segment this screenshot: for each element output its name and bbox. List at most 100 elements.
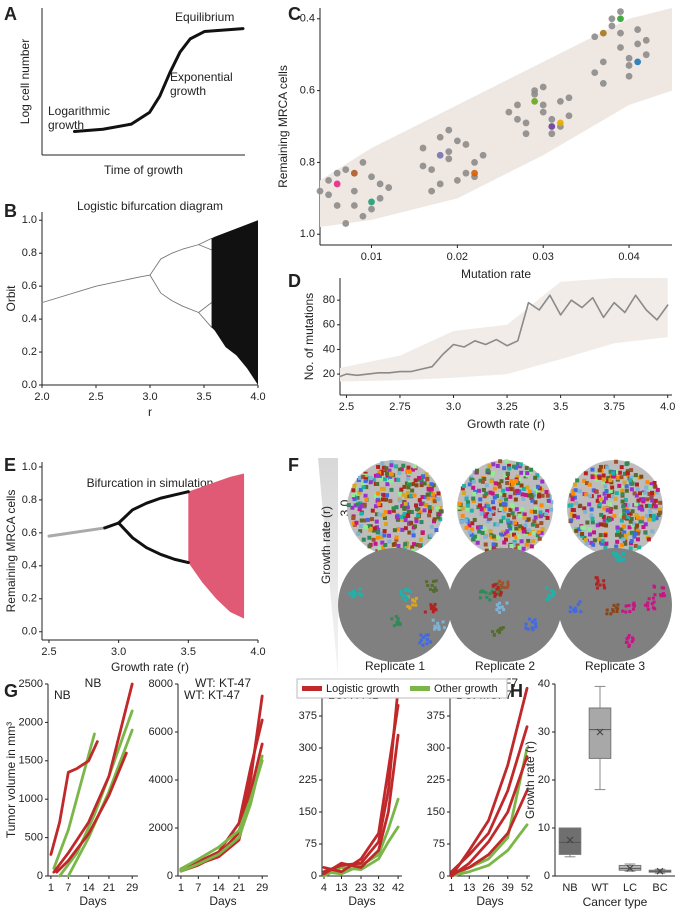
speckle <box>406 588 410 592</box>
speckle <box>646 604 650 608</box>
speckle <box>477 503 482 508</box>
speckle <box>569 605 573 609</box>
line <box>72 27 245 133</box>
speckle <box>647 491 652 496</box>
speckle <box>433 586 437 590</box>
speckle <box>613 505 618 510</box>
y-tick-label: 20 <box>323 368 335 380</box>
speckle <box>656 512 661 517</box>
speckle <box>597 475 602 480</box>
line <box>179 759 264 871</box>
speckle <box>582 478 587 483</box>
speckle <box>493 542 498 547</box>
speckle <box>376 491 381 496</box>
speckle <box>375 530 380 535</box>
speckle <box>461 491 466 496</box>
speckle <box>615 554 619 558</box>
speckle <box>491 511 496 516</box>
speckle <box>639 474 644 479</box>
speckle <box>465 500 470 505</box>
area <box>320 8 672 228</box>
point <box>634 26 642 33</box>
x-tick-label: 7 <box>195 882 201 894</box>
speckle <box>544 511 549 516</box>
speckle <box>471 536 476 541</box>
speckle <box>389 460 394 465</box>
speckle <box>628 519 633 524</box>
speckle <box>519 511 524 516</box>
axes-title: WT: KT-47 <box>195 676 251 690</box>
speckle <box>406 485 411 490</box>
speckle <box>403 518 408 523</box>
speckle <box>424 633 428 637</box>
speckle <box>503 506 508 511</box>
point <box>522 119 530 127</box>
speckle <box>508 507 513 512</box>
speckle <box>507 463 512 468</box>
y-tick-label: 225 <box>427 774 445 786</box>
speckle <box>500 605 504 609</box>
point <box>539 101 547 109</box>
speckle <box>495 464 500 469</box>
speckle <box>356 531 361 536</box>
point <box>350 202 358 209</box>
speckle <box>595 498 600 503</box>
speckle <box>411 598 415 602</box>
axes-title: NB <box>85 676 102 690</box>
speckle <box>658 510 663 515</box>
x-axis-label: Days <box>79 894 106 908</box>
speckle <box>533 515 538 520</box>
speckle <box>496 482 501 487</box>
speckle <box>618 534 623 539</box>
y-tick-label: 80 <box>323 294 335 306</box>
speckle <box>351 516 356 521</box>
speckle <box>628 478 633 483</box>
y-tick-label: 8000 <box>149 678 173 690</box>
speckle <box>418 502 423 507</box>
speckle <box>582 526 587 531</box>
speckle <box>630 640 634 644</box>
speckle <box>535 484 540 489</box>
speckle <box>492 486 497 491</box>
speckle <box>394 537 399 542</box>
speckle <box>598 522 603 527</box>
speckle <box>651 517 656 522</box>
speckle <box>583 471 588 476</box>
speckle <box>570 507 575 512</box>
speckle <box>620 488 625 493</box>
speckle <box>517 489 522 494</box>
y-tick-label: 500 <box>25 832 43 844</box>
speckle <box>357 507 362 512</box>
speckle <box>428 533 433 538</box>
speckle <box>530 626 534 630</box>
x-axis-label: Days <box>209 894 236 908</box>
speckle <box>587 482 592 487</box>
x-tick-label: 2.0 <box>34 391 49 403</box>
speckle <box>603 544 608 549</box>
speckle <box>504 459 509 464</box>
speckle <box>390 617 394 621</box>
speckle <box>632 601 636 605</box>
speckle <box>589 507 594 512</box>
speckle <box>506 520 511 525</box>
speckle <box>411 603 415 607</box>
speckle <box>526 538 531 543</box>
speckle <box>481 487 486 492</box>
speckle <box>482 526 487 531</box>
x-axis-label: r <box>148 405 152 419</box>
speckle <box>433 602 437 606</box>
line <box>103 521 121 530</box>
speckle <box>429 486 434 491</box>
speckle <box>640 516 645 521</box>
point <box>436 133 444 141</box>
speckle <box>531 530 536 535</box>
speckle <box>622 558 626 562</box>
speckle <box>622 508 627 513</box>
speckle <box>590 520 595 525</box>
axes-title: Logistic bifurcation diagram <box>77 199 223 213</box>
speckle <box>653 498 658 503</box>
speckle <box>529 467 534 472</box>
speckle <box>415 542 420 547</box>
speckle <box>547 593 551 597</box>
point <box>556 119 564 127</box>
